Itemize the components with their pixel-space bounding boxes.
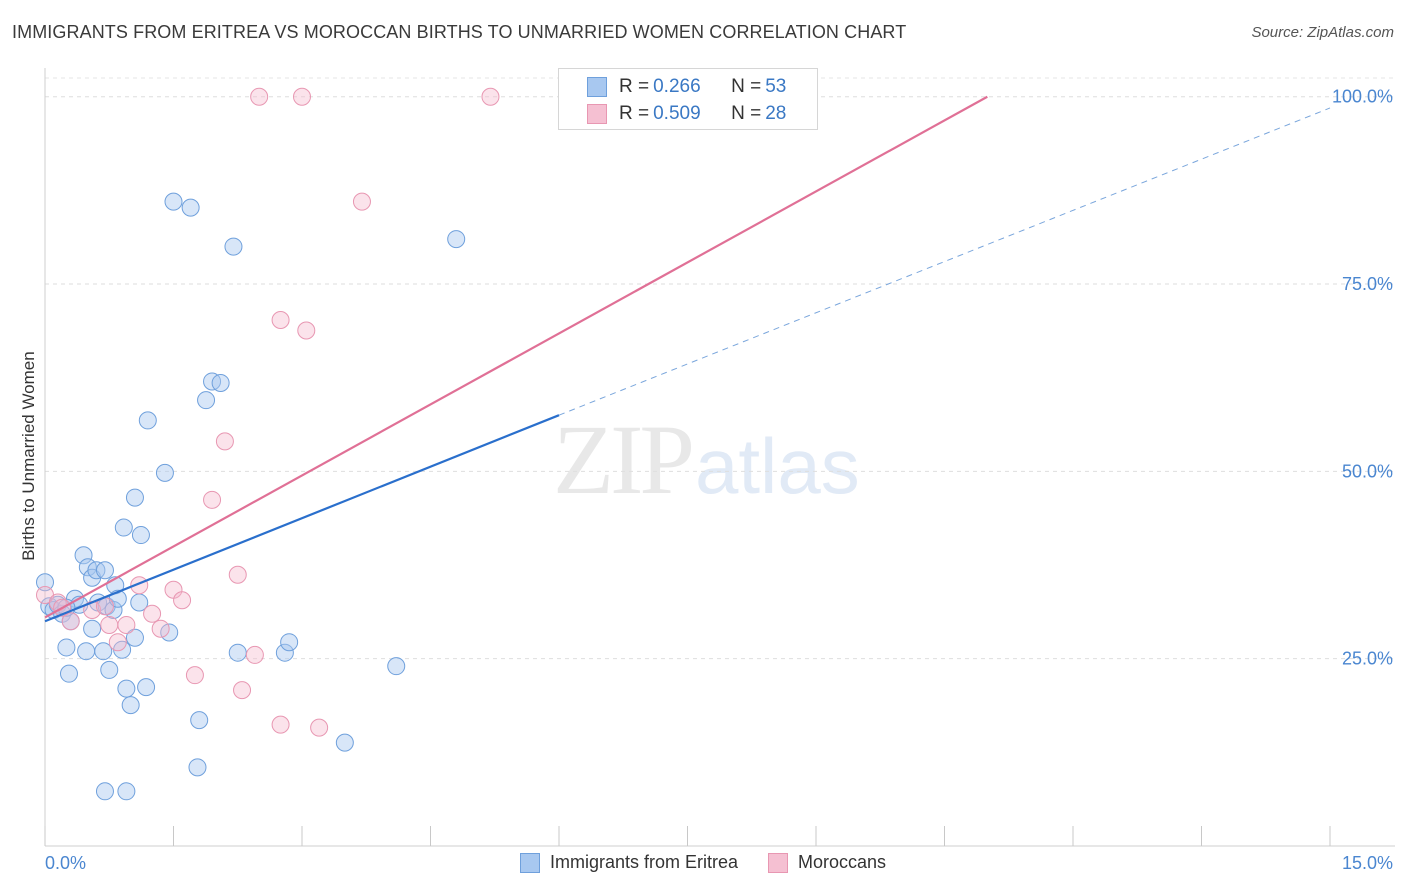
legend-item-eritrea[interactable]: Immigrants from Eritrea: [519, 852, 738, 873]
data-point-moroccans: [245, 645, 264, 664]
data-point-eritrea: [117, 679, 136, 698]
data-point-eritrea: [36, 573, 54, 592]
trend-line-eritrea-extension: [558, 107, 1331, 416]
data-point-eritrea: [164, 192, 183, 211]
stats-legend: R = 0.266 N = 53 R = 0.509 N = 28: [558, 68, 818, 130]
data-point-moroccans: [481, 87, 500, 106]
data-point-moroccans: [228, 565, 247, 584]
stats-legend-row-moroccans: R = 0.509 N = 28: [587, 101, 786, 127]
y-tick-label: 75.0%: [1342, 274, 1393, 294]
watermark-zip: ZIP: [553, 404, 695, 515]
data-point-eritrea: [335, 733, 354, 752]
data-point-eritrea: [125, 488, 144, 507]
data-point-moroccans: [203, 490, 222, 509]
data-point-moroccans: [293, 87, 311, 106]
stats-swatch-moroccans: [587, 104, 607, 124]
data-point-eritrea: [188, 758, 207, 777]
r-value: 0.266: [653, 76, 701, 97]
data-point-eritrea: [131, 526, 150, 545]
data-point-moroccans: [61, 612, 80, 631]
data-point-eritrea: [280, 633, 299, 652]
data-point-moroccans: [250, 87, 269, 106]
data-point-eritrea: [155, 463, 174, 482]
data-point-moroccans: [100, 615, 119, 634]
trend-line-eritrea: [44, 414, 560, 623]
data-point-moroccans: [117, 615, 136, 634]
data-point-eritrea: [100, 660, 119, 679]
data-point-moroccans: [151, 619, 170, 638]
data-point-moroccans: [271, 715, 290, 734]
data-point-eritrea: [181, 198, 200, 217]
data-point-moroccans: [310, 718, 329, 737]
x-tick-label: 15.0%: [1342, 853, 1393, 873]
chart-title: IMMIGRANTS FROM ERITREA VS MOROCCAN BIRT…: [12, 22, 907, 42]
y-tick-label: 25.0%: [1342, 649, 1393, 669]
legend-item-moroccans[interactable]: Moroccans: [768, 852, 886, 873]
data-point-eritrea: [121, 696, 140, 715]
y-tick-label: 100.0%: [1332, 87, 1393, 107]
legend-label-moroccans: Moroccans: [798, 852, 887, 872]
data-point-eritrea: [211, 373, 230, 392]
watermark-atlas: atlas: [695, 422, 860, 510]
watermark: ZIPatlas: [553, 402, 860, 517]
data-point-eritrea: [228, 643, 247, 662]
legend-swatch-eritrea: [519, 852, 540, 873]
data-point-eritrea: [77, 642, 96, 661]
data-point-eritrea: [95, 782, 114, 801]
n-value: 28: [765, 103, 787, 124]
n-label: N =: [731, 76, 762, 97]
data-point-eritrea: [224, 237, 243, 256]
data-point-moroccans: [173, 591, 192, 610]
data-point-eritrea: [94, 642, 113, 661]
r-label: R =: [619, 76, 650, 97]
data-point-moroccans: [352, 192, 371, 211]
data-point-eritrea: [387, 657, 406, 676]
data-point-moroccans: [215, 432, 234, 451]
bottom-legend: Immigrants from Eritrea Moroccans: [0, 852, 1406, 873]
data-point-eritrea: [137, 678, 156, 697]
data-point-eritrea: [117, 782, 136, 801]
data-point-moroccans: [185, 666, 204, 685]
data-point-moroccans: [108, 633, 127, 652]
stats-legend-row-eritrea: R = 0.266 N = 53: [587, 74, 786, 100]
data-point-eritrea: [190, 711, 209, 730]
y-tick-label: 50.0%: [1342, 461, 1393, 481]
data-point-eritrea: [114, 518, 133, 537]
data-point-eritrea: [104, 600, 123, 619]
data-point-eritrea: [138, 411, 157, 430]
data-point-eritrea: [74, 546, 93, 565]
data-point-eritrea: [160, 623, 179, 642]
source-credit: Source: ZipAtlas.com: [1251, 24, 1394, 41]
data-point-eritrea: [275, 643, 294, 662]
data-point-moroccans: [271, 311, 290, 330]
data-point-moroccans: [143, 604, 162, 623]
r-value: 0.509: [653, 103, 701, 124]
n-label: N =: [731, 103, 762, 124]
data-point-eritrea: [83, 619, 102, 638]
data-point-eritrea: [125, 628, 144, 647]
n-value: 53: [765, 76, 787, 97]
data-point-moroccans: [233, 681, 252, 700]
stats-swatch-eritrea: [587, 77, 607, 97]
data-point-eritrea: [95, 561, 114, 580]
legend-swatch-moroccans: [768, 852, 788, 873]
data-point-moroccans: [297, 321, 316, 340]
data-point-eritrea: [447, 230, 466, 249]
data-point-eritrea: [59, 664, 78, 683]
legend-label-eritrea: Immigrants from Eritrea: [549, 852, 738, 872]
r-label: R =: [619, 103, 650, 124]
data-point-eritrea: [197, 391, 216, 410]
x-tick-label: 0.0%: [45, 853, 86, 873]
trend-line-moroccans: [44, 95, 988, 619]
data-point-eritrea: [57, 638, 76, 657]
